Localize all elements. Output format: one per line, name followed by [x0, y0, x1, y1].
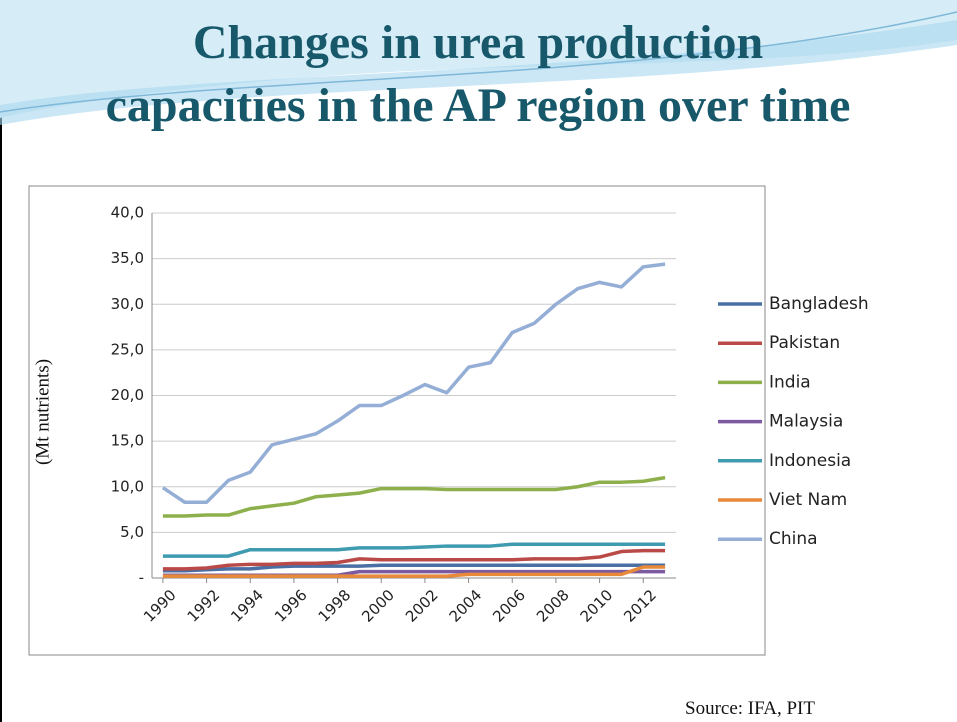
y-tick-label: 15,0 — [111, 432, 144, 450]
series-line — [162, 542, 666, 558]
header-swoosh-line — [0, 11, 957, 113]
y-tick-label: 5,0 — [120, 523, 144, 541]
series-line — [162, 548, 666, 571]
title-line: capacities in the AP region over time — [106, 79, 851, 132]
y-tick-label: 25,0 — [111, 340, 144, 358]
legend-label: Malaysia — [769, 412, 843, 432]
legend-label: Viet Nam — [769, 490, 847, 510]
series-line — [162, 565, 666, 578]
y-tick-label: 20,0 — [111, 386, 144, 404]
legend-label: Pakistan — [769, 333, 840, 353]
y-tick-label: - — [139, 569, 144, 587]
title-line: Changes in urea production — [193, 16, 763, 69]
y-tick-label: 35,0 — [111, 249, 144, 267]
source: Source: IFA, PIT — [685, 698, 815, 719]
series-line — [161, 262, 666, 505]
series-line — [162, 475, 666, 518]
y-tick-label: 30,0 — [111, 295, 144, 313]
series-line — [162, 563, 666, 573]
header-swoosh — [0, 0, 957, 118]
y-axis-label: (Mt nutrients) — [32, 359, 53, 465]
y-tick-label: 10,0 — [111, 477, 144, 495]
legend-label: Bangladesh — [769, 294, 869, 314]
legend-label: India — [769, 372, 811, 392]
legend-label: China — [769, 529, 818, 549]
y-tick-label: 40,0 — [111, 204, 144, 222]
legend-label: Indonesia — [769, 451, 851, 471]
